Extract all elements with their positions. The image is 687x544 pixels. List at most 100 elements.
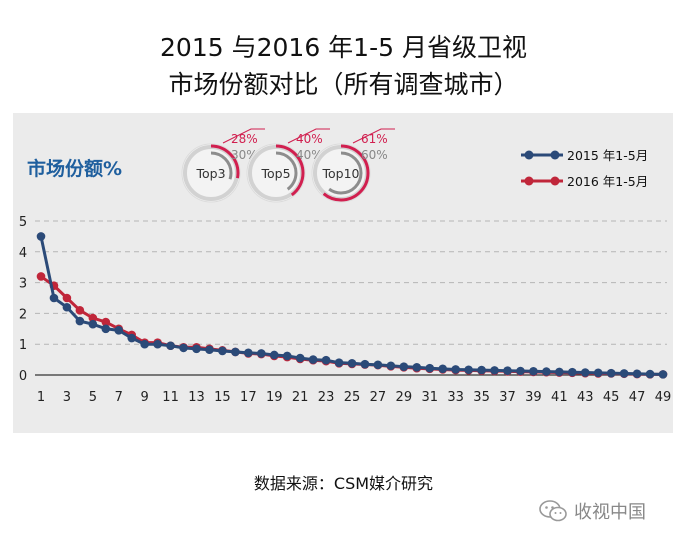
data-point-2015 [218,346,227,356]
y-tick-label: 4 [19,246,27,261]
x-tick-label: 39 [525,390,542,405]
data-point-2015 [425,363,435,373]
data-point-2015 [606,368,616,378]
source-note: 数据来源：CSM媒介研究 [253,474,434,493]
watermark-text: 收视中国 [574,502,646,523]
y-tick-label: 2 [19,307,27,322]
badge-label: Top3 [195,166,225,181]
x-tick-label: 5 [89,390,97,405]
data-point-2015 [438,364,448,374]
data-point-2015 [619,369,629,378]
data-point-2015 [334,358,344,367]
data-point-2015 [205,345,214,355]
y-tick-label: 3 [19,277,27,292]
watermark: 收视中国 [538,497,646,525]
data-point-2015 [88,319,98,329]
legend-marker [550,150,560,160]
data-point-2016 [36,272,46,281]
data-point-2015 [360,359,370,369]
badge-arc-2016 [312,144,370,202]
data-point-2015 [567,367,577,377]
data-point-2015 [140,339,149,349]
data-point-2015 [244,348,253,358]
x-tick-label: 25 [344,390,361,405]
x-tick-label: 21 [292,390,309,405]
data-point-2015 [412,363,422,372]
y-axis-label: 市场份额% [27,157,122,180]
data-point-2015 [36,232,46,241]
badge-value-2016: 40% [296,132,323,146]
x-tick-label: 15 [214,390,231,405]
data-point-2015 [658,370,668,379]
data-point-2016 [62,293,72,303]
data-point-2015 [192,344,201,354]
data-point-2015 [555,367,564,377]
x-tick-label: 9 [141,390,149,405]
badge-arc-2015 [189,151,233,195]
data-point-2015 [153,339,162,349]
y-tick-label: 5 [19,215,27,230]
data-point-2016 [101,317,111,327]
data-point-2015 [386,361,396,371]
badge-value-2016: 61% [361,132,388,146]
data-point-2015 [101,324,111,334]
x-tick-label: 23 [318,390,335,405]
data-point-2015 [49,293,59,303]
x-tick-label: 49 [655,390,672,405]
x-tick-label: 17 [240,390,257,405]
data-point-2015 [308,355,318,364]
data-point-2015 [166,341,175,351]
data-point-2015 [632,369,642,379]
data-point-2015 [542,367,551,376]
x-tick-label: 11 [162,390,179,405]
series-line-2015 [39,236,664,376]
data-point-2015 [503,366,512,375]
x-tick-label: 29 [396,390,413,405]
data-point-2015 [451,365,460,374]
badge-arc-2016 [247,144,305,202]
legend-marker [524,150,534,160]
data-point-2015 [490,366,499,375]
badge-label: Top10 [322,166,360,181]
data-point-2015 [477,365,486,375]
legend-marker [550,176,560,186]
y-tick-label: 1 [19,338,27,353]
legend-marker [524,176,534,186]
x-tick-label: 31 [421,390,438,405]
x-tick-label: 3 [63,390,71,405]
badge-leader [287,128,330,144]
data-point-2015 [516,366,525,376]
data-point-2015 [464,365,473,375]
badge-arc-2016 [182,144,240,202]
badge-leader [222,128,265,144]
legend-label: 2015 年1-5月 [567,148,648,163]
data-point-2015 [75,316,85,326]
data-point-2015 [347,358,357,368]
data-point-2015 [282,351,292,361]
badge-value-2016: 28% [231,132,258,146]
data-point-2015 [373,360,383,370]
data-point-2015 [645,369,655,379]
badge-arc-2015 [254,151,298,195]
data-point-2015 [529,367,538,376]
data-point-2016 [88,313,98,323]
badge-leader [352,128,395,144]
badge-label: Top5 [260,166,290,181]
badge-arc-2015 [319,151,363,195]
wechat-icon [539,500,567,522]
x-tick-label: 43 [577,390,594,405]
data-point-2015 [231,347,240,357]
data-point-2015 [295,353,305,363]
x-tick-label: 13 [188,390,205,405]
data-point-2015 [256,349,266,358]
x-tick-label: 27 [370,390,387,405]
x-tick-label: 47 [629,390,646,405]
data-point-2015 [127,333,137,343]
x-tick-label: 41 [551,390,568,405]
data-point-2015 [580,368,590,377]
data-point-2015 [593,368,603,378]
data-point-2016 [75,306,85,315]
x-tick-label: 33 [447,390,464,405]
x-tick-label: 7 [115,390,123,405]
data-point-2015 [399,362,409,371]
